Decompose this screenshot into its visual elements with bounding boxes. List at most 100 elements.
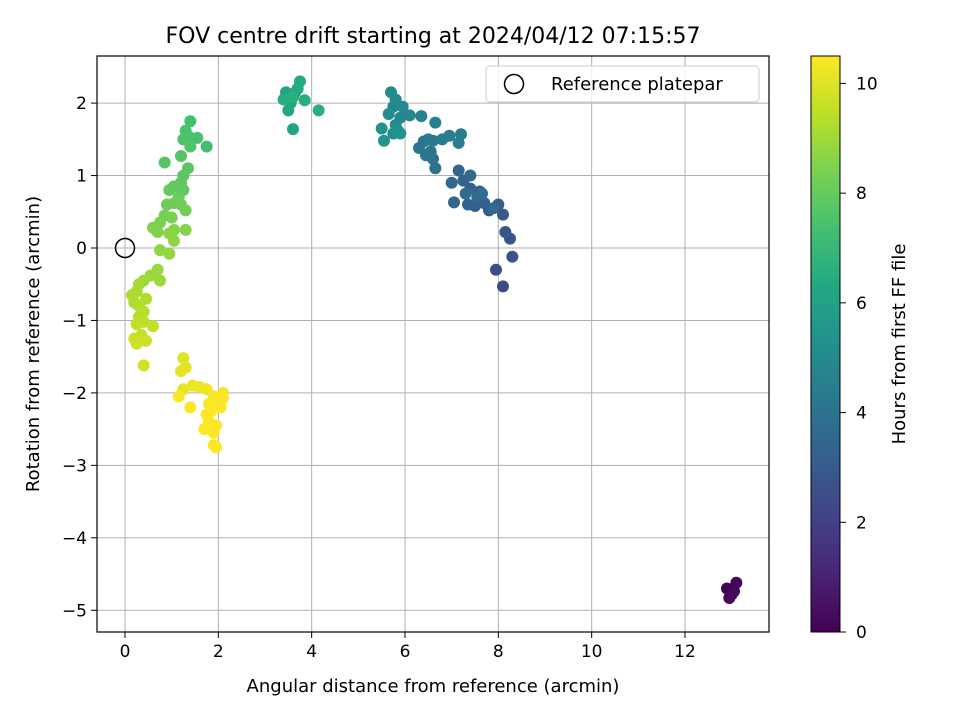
data-point xyxy=(154,244,166,257)
legend-label: Reference platepar xyxy=(551,74,723,95)
colorbar-tick-label: 0 xyxy=(856,623,867,643)
x-tick-label: 4 xyxy=(306,642,317,662)
data-point xyxy=(184,115,197,128)
data-point xyxy=(385,86,397,99)
data-point xyxy=(217,391,229,404)
data-point xyxy=(198,423,211,436)
y-tick-label: −4 xyxy=(62,529,87,549)
data-point xyxy=(168,234,180,247)
data-point xyxy=(499,226,512,239)
data-point xyxy=(184,401,197,414)
data-point xyxy=(177,352,190,365)
chart-title: FOV centre drift starting at 2024/04/12 … xyxy=(166,24,701,49)
data-point xyxy=(382,107,395,120)
data-point xyxy=(415,110,428,123)
x-axis: 0 2 4 6 8 10 12 xyxy=(120,632,696,662)
data-point xyxy=(445,176,458,189)
data-point xyxy=(163,184,176,197)
data-point xyxy=(214,401,227,414)
colorbar-tick-label: 2 xyxy=(856,513,867,533)
data-point xyxy=(464,169,477,182)
x-tick-label: 8 xyxy=(493,642,504,662)
data-point xyxy=(427,134,439,147)
legend: Reference platepar xyxy=(485,65,760,103)
data-point xyxy=(448,196,460,209)
data-point xyxy=(403,109,416,122)
data-point xyxy=(429,162,442,175)
data-point xyxy=(294,75,306,88)
data-point xyxy=(163,247,176,260)
y-axis: −5 −4 −3 −2 −1 0 1 2 xyxy=(62,94,97,621)
data-point xyxy=(175,149,187,162)
y-tick-label: −2 xyxy=(62,384,87,404)
reference-marker-layer xyxy=(114,237,136,259)
colorbar-tick-label: 4 xyxy=(856,404,867,424)
data-point xyxy=(476,187,488,200)
data-point xyxy=(154,274,166,287)
data-point xyxy=(179,204,192,217)
plot-frame xyxy=(96,55,770,633)
legend-marker-icon xyxy=(503,73,525,95)
x-tick-label: 2 xyxy=(213,642,224,662)
y-tick-label: −3 xyxy=(62,456,87,476)
colorbar-tick-label: 10 xyxy=(856,74,878,94)
data-point xyxy=(725,588,738,601)
reference-platepar-marker xyxy=(114,237,136,259)
data-point xyxy=(200,408,213,421)
data-point xyxy=(298,94,311,107)
data-point xyxy=(130,337,143,350)
y-tick-label: 0 xyxy=(76,239,87,259)
data-point xyxy=(137,359,150,372)
data-point xyxy=(140,334,152,347)
data-point xyxy=(207,426,220,439)
y-axis-label: Rotation from reference (arcmin) xyxy=(23,196,44,492)
data-point xyxy=(490,263,502,276)
data-point xyxy=(497,280,509,293)
data-point xyxy=(378,134,390,147)
data-point xyxy=(184,140,197,153)
data-point xyxy=(179,223,192,236)
x-tick-label: 6 xyxy=(400,642,411,662)
data-point xyxy=(130,318,143,331)
data-point xyxy=(497,208,509,221)
data-point xyxy=(147,320,159,333)
data-point xyxy=(175,365,187,378)
data-point xyxy=(487,202,500,215)
data-point xyxy=(392,124,404,137)
y-tick-label: −1 xyxy=(62,311,87,331)
data-point xyxy=(506,250,519,263)
data-point xyxy=(375,122,388,135)
data-point xyxy=(191,131,204,144)
data-point xyxy=(158,156,171,169)
data-point xyxy=(429,116,442,129)
data-point xyxy=(151,226,164,239)
legend-box xyxy=(485,65,760,103)
data-point xyxy=(462,198,474,211)
data-point xyxy=(312,104,325,117)
y-tick-label: −5 xyxy=(62,601,87,621)
data-point xyxy=(459,187,472,200)
data-point xyxy=(455,128,467,141)
x-tick-label: 12 xyxy=(674,642,696,662)
data-point xyxy=(172,390,185,403)
colorbar-tick-label: 6 xyxy=(856,294,867,314)
x-tick-label: 10 xyxy=(581,642,603,662)
colorbar-gradient xyxy=(810,55,841,633)
colorbar-tick-label: 8 xyxy=(856,184,867,204)
x-axis-label: Angular distance from reference (arcmin) xyxy=(247,676,620,697)
y-tick-label: 1 xyxy=(76,167,87,187)
data-point xyxy=(287,91,299,104)
data-point xyxy=(452,164,465,177)
data-point xyxy=(165,211,178,224)
x-tick-label: 0 xyxy=(120,642,131,662)
data-point xyxy=(282,104,295,117)
data-point xyxy=(210,441,222,454)
data-point xyxy=(287,123,299,136)
colorbar: 0 2 4 6 8 10 Hours from first FF file xyxy=(810,55,910,643)
colorbar-label: Hours from first FF file xyxy=(889,244,910,445)
data-points xyxy=(126,75,743,604)
y-tick-label: 2 xyxy=(76,94,87,114)
data-point xyxy=(277,93,290,106)
